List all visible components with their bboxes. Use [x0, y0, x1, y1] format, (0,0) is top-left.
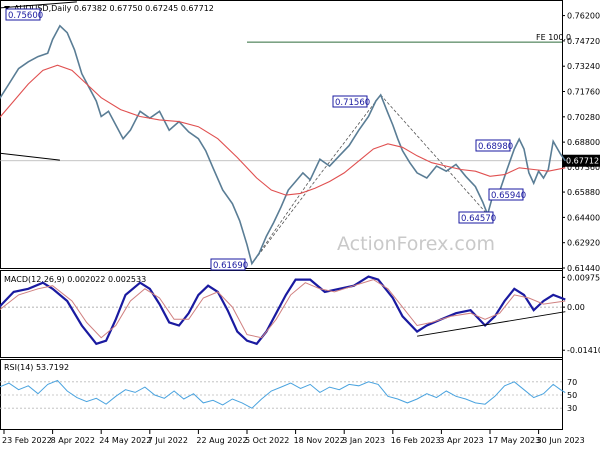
price-annotation-label: 0.64570: [461, 214, 496, 224]
rsi-panel-frame: [0, 359, 563, 430]
x-tick-label: 7 Jul 2022: [148, 436, 188, 445]
price-y-tick-label: 0.61440: [567, 264, 600, 273]
price-annotation-label: 0.65940: [491, 191, 526, 201]
projection-line-down: [380, 94, 488, 215]
moving-average-line: [0, 64, 566, 196]
resistance-trendline: [0, 152, 60, 161]
price-y-tick-label: 0.68800: [567, 138, 600, 147]
price-y-tick-label: 0.71760: [567, 88, 600, 97]
price-panel: AUDUSD,Daily 0.67382 0.67750 0.67245 0.6…: [0, 1, 600, 273]
macd-title: MACD(12,26,9) 0.002022 0.002533: [4, 275, 146, 284]
price-y-tick-label: 0.74720: [567, 37, 600, 46]
fib-extension-label: FE 100.0: [536, 33, 571, 42]
rsi-title: RSI(14) 53.7192: [4, 363, 69, 372]
price-annotation-box: [210, 258, 246, 271]
price-annotation-box: [488, 188, 524, 201]
price-annotation-label: 0.68980: [478, 142, 513, 152]
x-tick-label: 30 Jun 2023: [537, 436, 585, 445]
price-y-tick-label: 0.64400: [567, 213, 600, 222]
price-y-tick-label: 0.65880: [567, 188, 600, 197]
x-tick-label: 5 Oct 2022: [245, 436, 289, 445]
projection-line-up: [251, 94, 381, 264]
price-panel-frame: [0, 0, 563, 269]
price-y-tick-label: 0.67360: [567, 163, 600, 172]
price-annotation-box: [475, 139, 511, 152]
macd-trendline: [417, 311, 566, 337]
price-y-tick-label: 0.62920: [567, 239, 600, 248]
x-tick-label: 8 Apr 2022: [51, 436, 95, 445]
watermark: ActionForex.com: [337, 233, 495, 255]
price-annotation-label: 0.75600: [8, 11, 43, 21]
x-tick-label: 16 Feb 2023: [391, 436, 441, 445]
macd-y-tick-label: 0.009751: [567, 273, 600, 282]
rsi-y-tick-label: 50: [567, 391, 577, 400]
macd-panel: MACD(12,26,9) 0.002022 0.002533 0.009751 0…: [0, 273, 600, 355]
x-tick-label: 17 May 2023: [488, 436, 540, 445]
macd-signal-line: [0, 279, 566, 339]
macd-line: [0, 275, 566, 346]
price-title: AUDUSD,Daily 0.67382 0.67750 0.67245 0.6…: [14, 4, 214, 13]
price-annotation-label: 0.61690: [213, 261, 248, 271]
rsi-y-tick-label: 30: [567, 404, 577, 413]
x-tick-label: 3 Apr 2023: [439, 436, 483, 445]
price-annotation-label: 0.71560: [335, 98, 370, 108]
x-tick-label: 22 Aug 2022: [196, 436, 247, 445]
price-y-tick-label: 0.76200: [567, 12, 600, 21]
rsi-y-tick-label: 70: [567, 378, 577, 387]
top-trendline: [0, 1, 77, 9]
current-price-label: 0.67712: [566, 157, 599, 166]
price-annotation-box: [458, 211, 494, 224]
macd-y-tick-label: 0.00: [567, 303, 585, 312]
current-price-tag: [563, 154, 600, 167]
x-tick-label: 23 Feb 2022: [2, 436, 52, 445]
price-y-tick-label: 0.73240: [567, 62, 600, 71]
macd-y-tick-label: -0.014107: [567, 346, 600, 355]
x-tick-label: 24 May 2022: [99, 436, 151, 445]
price-annotation-box: [5, 8, 41, 21]
x-tick-label: 18 Nov 2022: [294, 436, 345, 445]
price-annotation-box: [332, 95, 368, 108]
rsi-panel: RSI(14) 53.7192 70 50 30: [0, 363, 577, 413]
rsi-line: [0, 379, 566, 409]
x-tick-label: 3 Jan 2023: [342, 436, 385, 445]
price-y-tick-label: 0.70280: [567, 113, 600, 122]
